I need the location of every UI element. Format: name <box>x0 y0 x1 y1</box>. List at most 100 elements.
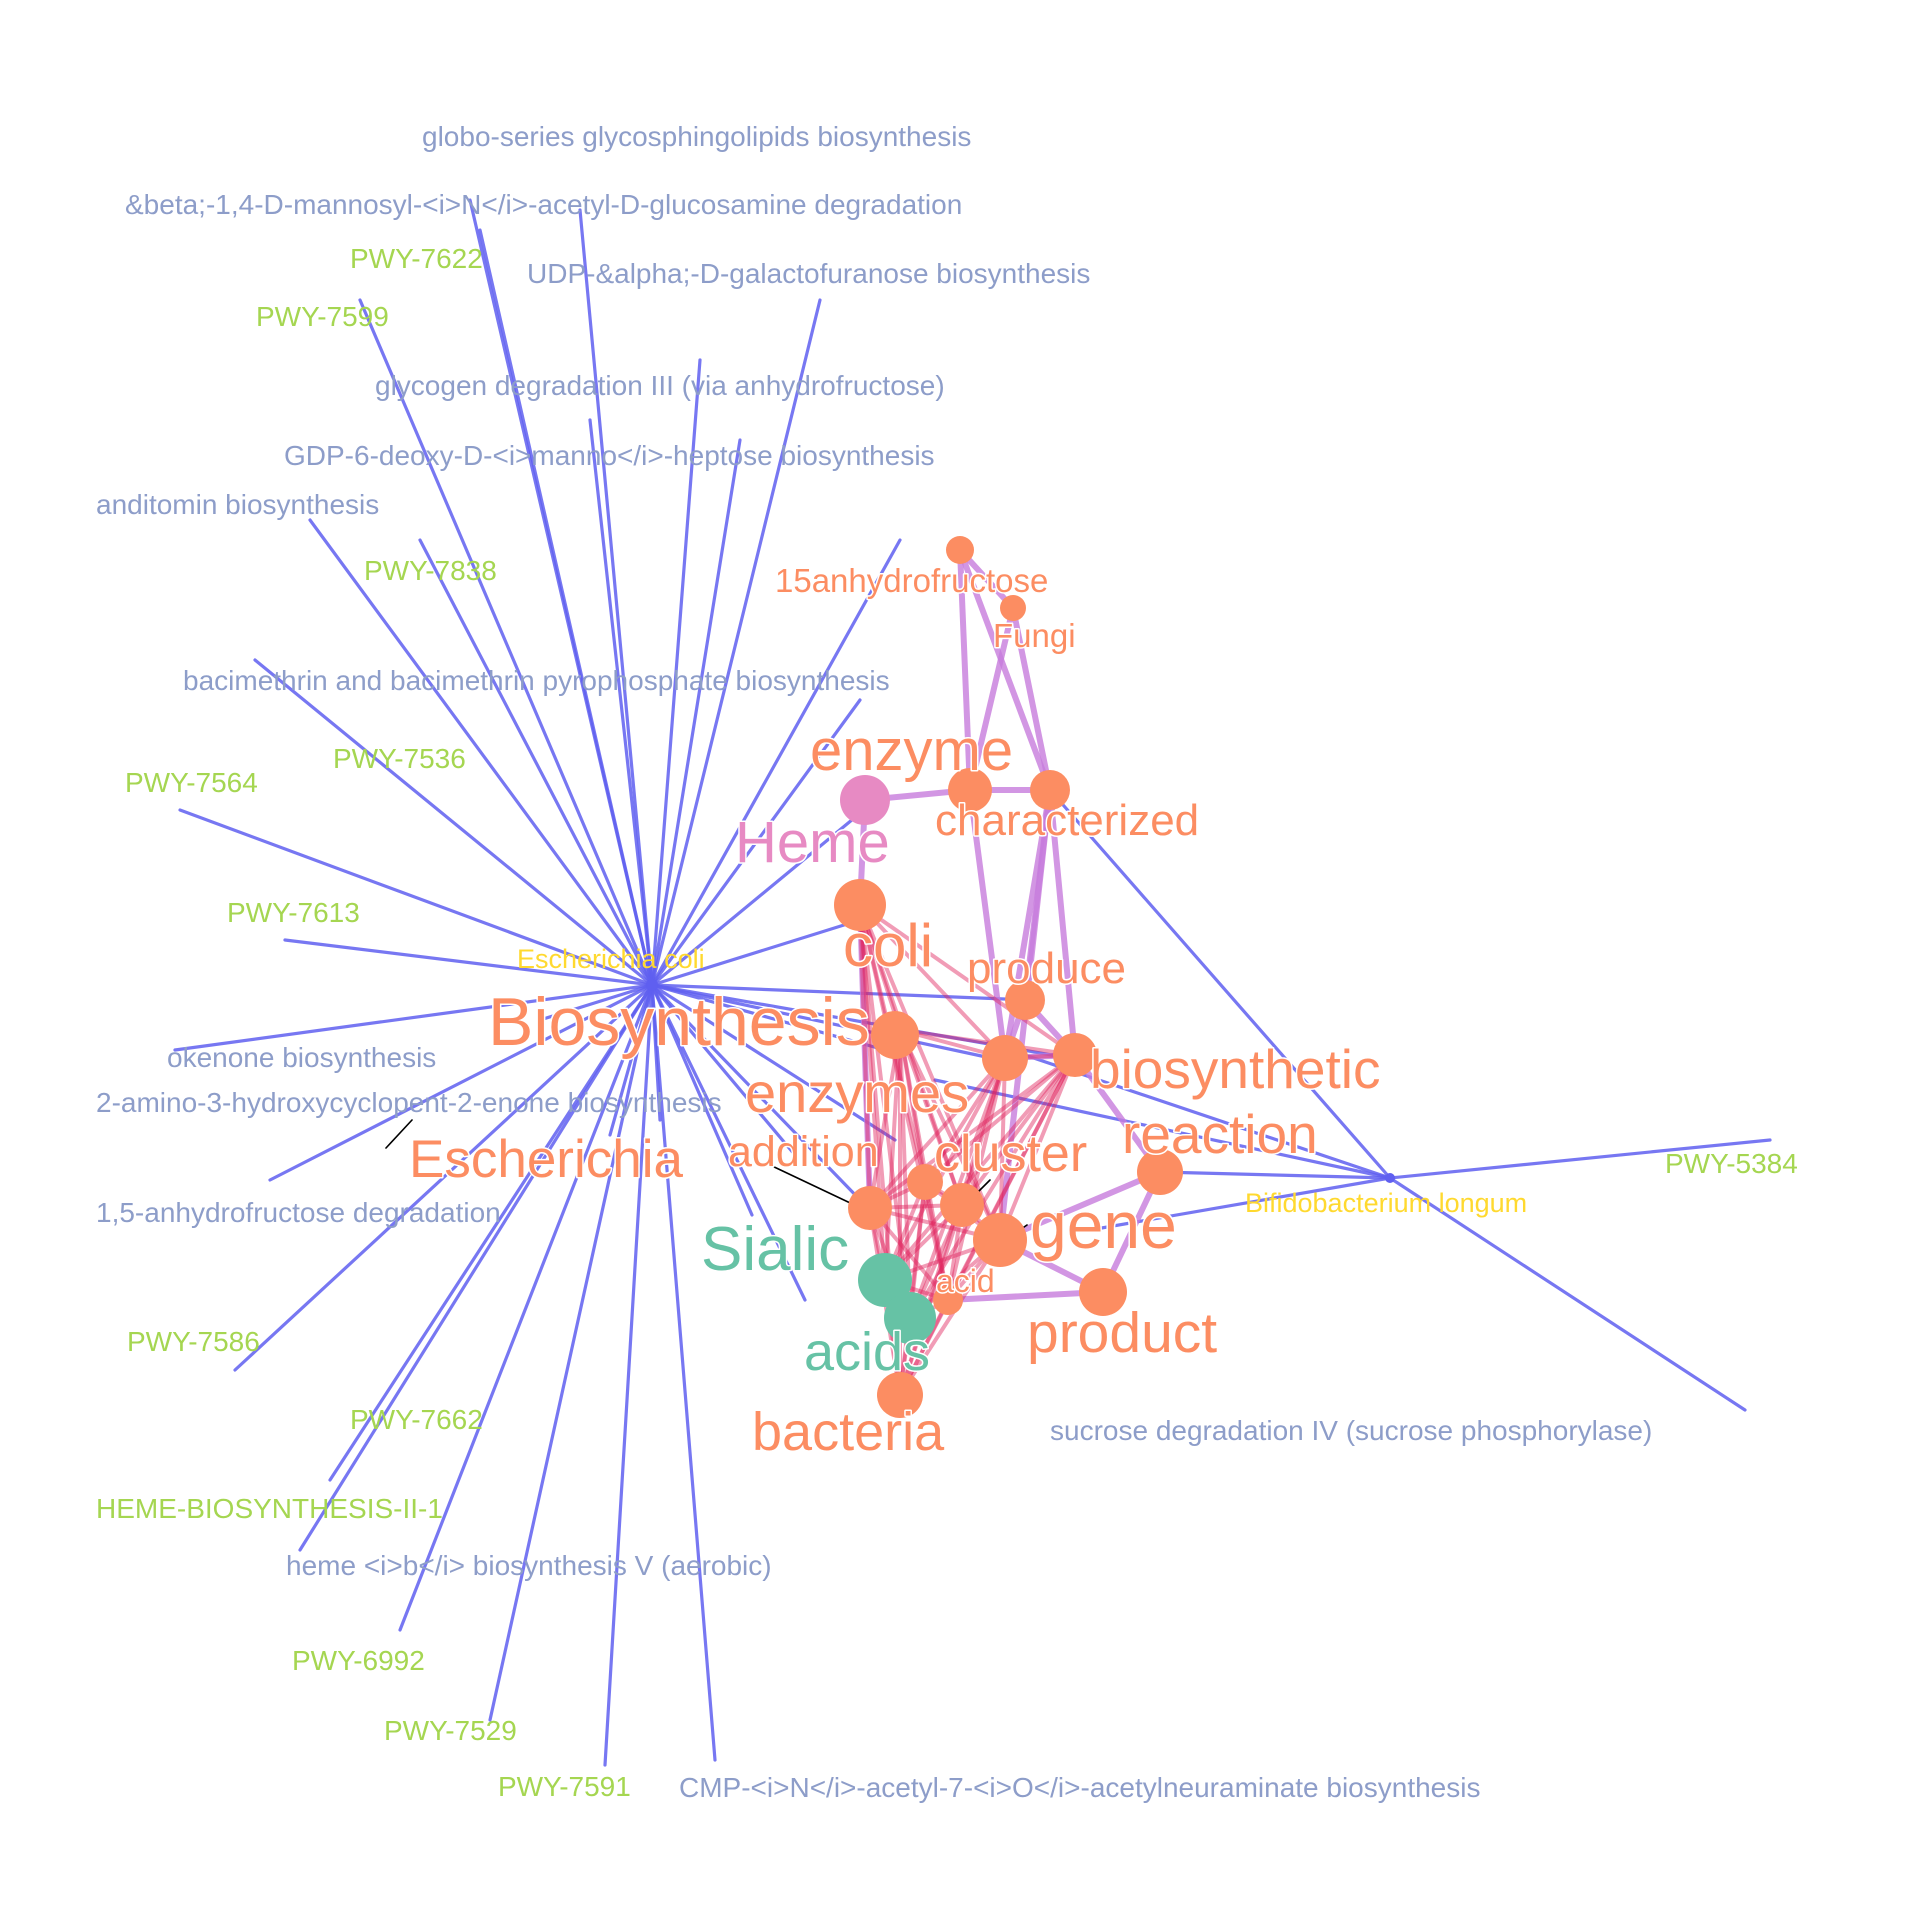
edge-word-21 <box>967 787 1008 1061</box>
species-label-escherichia-coli: Escherichia coli <box>517 944 705 974</box>
edge-cluster-59 <box>946 1053 1077 1302</box>
node-heme <box>840 775 890 825</box>
edge-ecoli-spoke-12 <box>283 938 654 987</box>
pathway-id-heme-biosynthesis-ii-1: HEME-BIOSYNTHESIS-II-1 <box>96 1493 443 1524</box>
edge-word-3 <box>1010 605 1053 793</box>
pathway-label-udp-galactofuranose: UDP-&alpha;-D-galactofuranose biosynthes… <box>527 258 1090 289</box>
edge-cluster-24 <box>883 1056 1007 1282</box>
edge-bifido-spoke-5 <box>1158 1170 1392 1180</box>
edge-ecoli-spoke-34 <box>650 983 754 1217</box>
edge-ecoli-spoke-15 <box>233 983 654 1372</box>
edge-cluster-62 <box>908 1053 1077 1322</box>
edge-ecoli-spoke-9 <box>418 538 654 987</box>
pathway-id-pwy-7662: PWY-7662 <box>350 1404 483 1435</box>
edge-ecoli-spoke-19 <box>488 983 654 1722</box>
edge-bifido-spoke-2 <box>1048 788 1392 1180</box>
edge-ecoli-spoke-8 <box>308 518 654 987</box>
word-label-sialic: Sialic <box>701 1215 849 1284</box>
edge-cluster-4 <box>858 903 1002 1242</box>
edge-ecoli-spoke-6 <box>478 228 654 987</box>
edge-ecoli-spoke-37 <box>608 983 654 1137</box>
pathway-id-pwy-7536: PWY-7536 <box>333 743 466 774</box>
edge-cluster-2 <box>858 903 872 1210</box>
hub-bifidobacterium-longum <box>1385 1173 1395 1183</box>
edge-ecoli-spoke-24 <box>650 698 862 987</box>
pathway-label-bacimethrin: bacimethrin and bacimethrin pyrophosphat… <box>183 665 890 696</box>
edge-cluster-20 <box>898 1028 1077 1057</box>
edge-word-18 <box>945 1289 1106 1303</box>
edge-cluster-63 <box>898 1180 927 1397</box>
node-bacteria <box>877 1372 923 1418</box>
edge-ecoli-spoke-7 <box>358 298 654 987</box>
node-acids <box>884 1292 936 1344</box>
edge-cluster-22 <box>960 1056 1007 1207</box>
edge-bifido-spoke-6 <box>933 1078 1392 1180</box>
pathway-id-pwy-7591: PWY-7591 <box>498 1771 631 1802</box>
edge-cluster-13 <box>898 1028 964 1207</box>
edge-cluster-49 <box>898 1238 1002 1397</box>
node-product <box>1079 1268 1127 1316</box>
pathway-label-anhydrofructose-degradation: 1,5-anhydrofructose degradation <box>96 1197 501 1228</box>
edge-cluster-23 <box>998 1056 1007 1242</box>
leader-line-0 <box>385 1119 413 1149</box>
word-label-acids: acids <box>804 1322 930 1382</box>
node-characterized <box>1030 770 1070 810</box>
edge-ecoli-spoke-3 <box>650 358 702 987</box>
pathway-id-pwy-7613: PWY-7613 <box>227 897 360 928</box>
edge-cluster-12 <box>868 1028 902 1210</box>
edge-ecoli-spoke-10 <box>253 658 654 987</box>
edge-ecoli-spoke-20 <box>603 983 654 1767</box>
edge-ecoli-spoke-21 <box>650 983 717 1762</box>
node-reaction <box>1137 1149 1183 1195</box>
edge-word-14 <box>1072 1052 1163 1175</box>
word-label-gene: gene <box>1030 1188 1177 1262</box>
edge-cluster-3 <box>858 903 964 1207</box>
word-label-15anhydrofructose: 15anhydrofructose <box>775 562 1048 599</box>
pathway-id-pwy-6992: PWY-6992 <box>292 1645 425 1676</box>
edge-ecoli-spoke-36 <box>650 983 662 1122</box>
pathway-id-pwy-7838: PWY-7838 <box>364 555 497 586</box>
pathway-id-pwy-7599: PWY-7599 <box>256 301 389 332</box>
edge-ecoli-spoke-26 <box>650 918 862 987</box>
pathway-label-heme-b-biosynthesis: heme <i>b</i> biosynthesis V (aerobic) <box>286 1550 772 1581</box>
edge-bifido-spoke-1 <box>1388 1176 1747 1412</box>
edge-ecoli-spoke-35 <box>650 983 807 1302</box>
edge-word-1 <box>957 547 1053 793</box>
node-cluster <box>940 1183 984 1227</box>
word-label-characterized: characterized <box>935 796 1199 845</box>
edge-ecoli-spoke-33 <box>650 983 797 1157</box>
word-label-addition: addition <box>728 1128 879 1176</box>
node-biosynthesis <box>871 1011 919 1059</box>
edge-word-20 <box>857 902 873 1211</box>
node-fungi <box>1000 595 1026 621</box>
word-label-cluster: cluster <box>934 1125 1087 1183</box>
pathway-label-mannosyl-degradation: &beta;-1,4-D-mannosyl-<i>N</i>-acetyl-D-… <box>125 189 962 220</box>
pathway-id-pwy-7564: PWY-7564 <box>125 767 258 798</box>
pathway-label-gdp-heptose: GDP-6-deoxy-D-<i>manno</i>-heptose biosy… <box>284 440 935 471</box>
edge-word-4 <box>967 605 1016 793</box>
node-layer <box>646 536 1395 1418</box>
pathway-id-pwy-7622: PWY-7622 <box>350 243 483 274</box>
edge-cluster-10 <box>858 903 1077 1057</box>
word-label-enzymes: enzymes <box>745 1061 969 1124</box>
node-addition <box>848 1186 892 1230</box>
edge-cluster-37 <box>868 1053 1077 1210</box>
hub-escherichia-coli <box>646 979 658 991</box>
edge-ecoli-spoke-13 <box>173 983 654 1052</box>
word-label-bacteria: bacteria <box>752 1402 945 1462</box>
word-label-reaction: reaction <box>1122 1103 1318 1165</box>
edge-cluster-21 <box>868 1056 1007 1210</box>
edge-ecoli-spoke-29 <box>650 983 1002 1062</box>
pathway-label-globo-series: globo-series glycosphingolipids biosynth… <box>422 121 971 152</box>
edge-ecoli-spoke-14 <box>268 983 654 1182</box>
word-label-produce: produce <box>967 944 1126 993</box>
edge-cluster-55 <box>883 1053 1077 1282</box>
edge-cluster-44 <box>960 1053 1077 1207</box>
node-enzymes <box>982 1035 1028 1081</box>
word-label-biosynthesis: Biosynthesis <box>488 984 870 1060</box>
word-label-fungi: Fungi <box>993 617 1076 654</box>
edge-ecoli-spoke-16 <box>328 983 654 1482</box>
label-layer: globo-series glycosphingolipids biosynth… <box>96 121 1798 1803</box>
edge-cluster-50 <box>998 1053 1077 1242</box>
edge-bifido-spoke-4 <box>1088 1176 1392 1232</box>
